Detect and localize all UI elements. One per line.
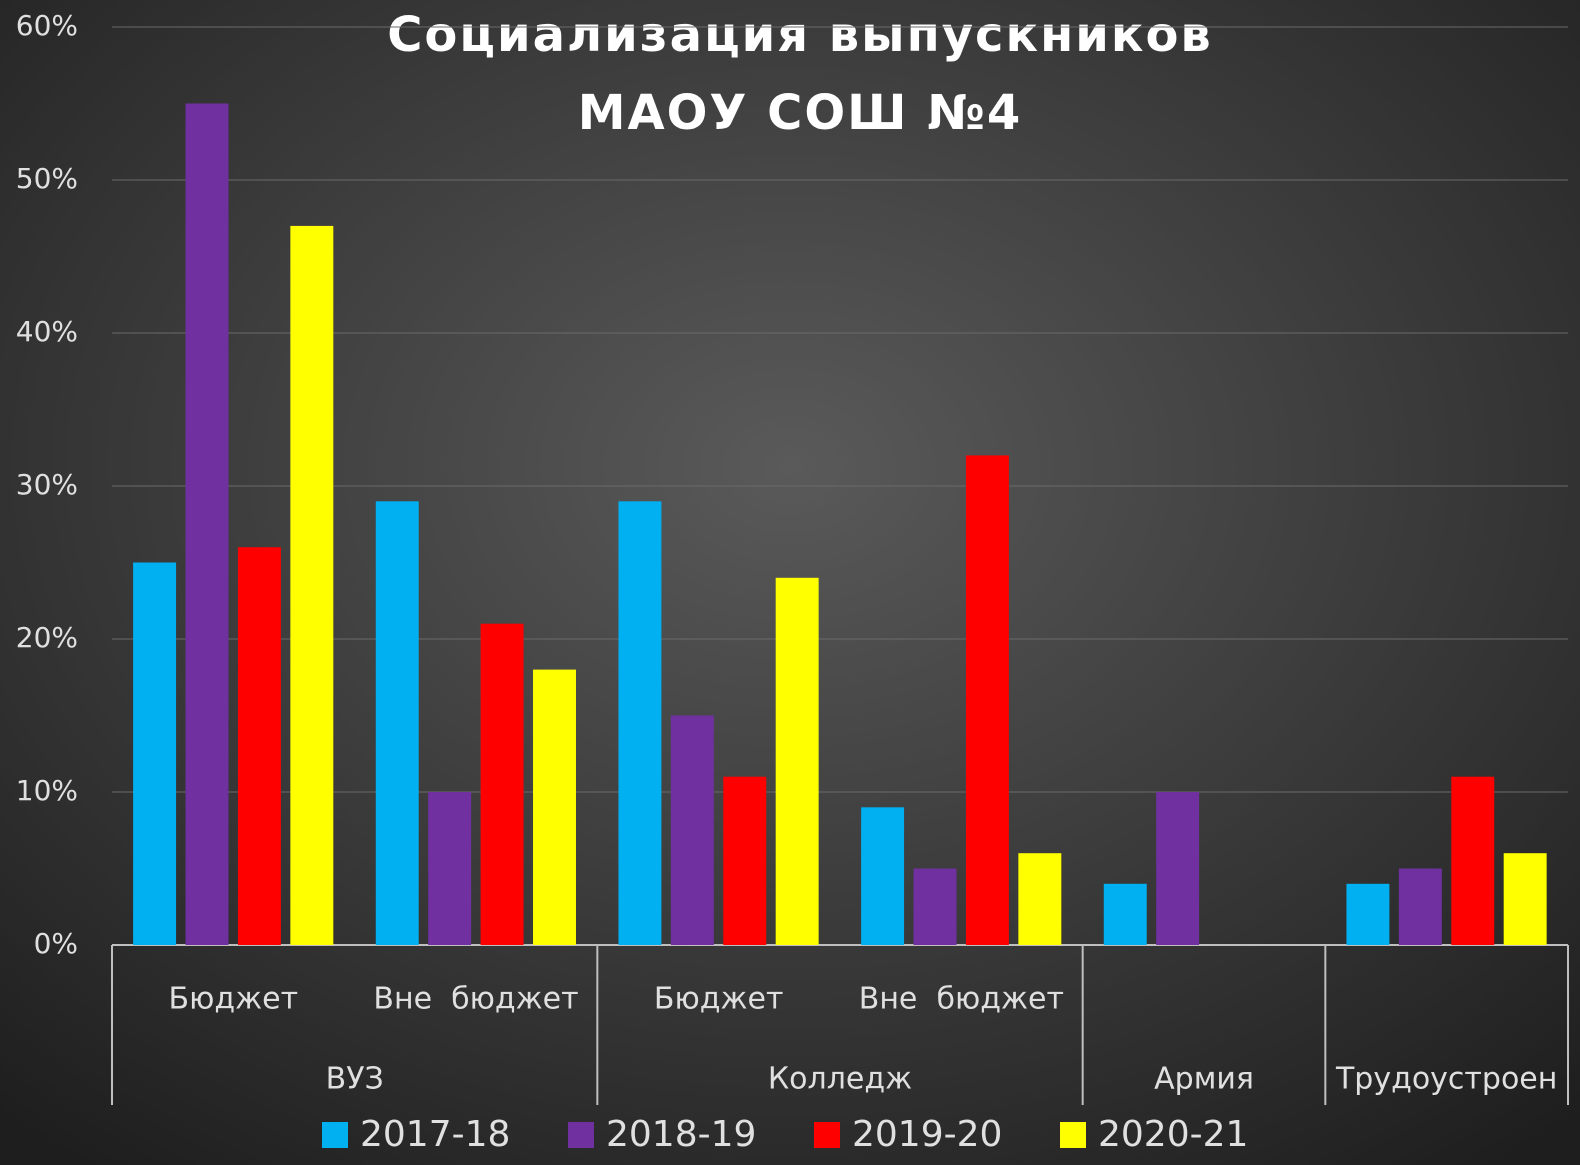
chart-title: МАОУ СОШ №4 [578, 85, 1023, 141]
y-tick-label: 60% [16, 9, 78, 42]
bar [428, 792, 472, 945]
legend-label: 2020-21 [1098, 1114, 1248, 1155]
bar [670, 715, 714, 945]
legend-swatch [1060, 1122, 1086, 1148]
x-tick-label: Вне бюджет [373, 982, 578, 1017]
group-label: ВУЗ [326, 1062, 384, 1097]
chart-title: Социализация выпускников [387, 7, 1213, 63]
bar [1451, 776, 1495, 945]
legend-swatch [568, 1122, 594, 1148]
legend-label: 2019-20 [852, 1114, 1002, 1155]
x-tick-label: Вне бюджет [859, 982, 1064, 1017]
x-tick-label: Бюджет [654, 982, 784, 1017]
legend-swatch [814, 1122, 840, 1148]
bar [375, 501, 419, 945]
bar [965, 455, 1009, 945]
y-tick-label: 50% [16, 162, 78, 195]
bar [618, 501, 662, 945]
y-tick-label: 20% [16, 621, 78, 654]
legend-swatch [322, 1122, 348, 1148]
bar [913, 868, 957, 945]
bar [1503, 853, 1547, 945]
group-label: Трудоустроен [1335, 1062, 1557, 1097]
y-tick-label: 10% [16, 774, 78, 807]
bar [1346, 883, 1390, 945]
bar [723, 776, 767, 945]
bar [290, 225, 334, 945]
legend-label: 2017-18 [360, 1114, 510, 1155]
bar [1398, 868, 1442, 945]
bar [1156, 792, 1200, 945]
x-tick-label: Бюджет [169, 982, 299, 1017]
bar [185, 103, 229, 945]
y-tick-label: 30% [16, 468, 78, 501]
bar [533, 669, 576, 945]
bar [1103, 883, 1147, 945]
y-tick-label: 0% [34, 927, 78, 960]
bar [775, 577, 819, 945]
group-label: Колледж [768, 1062, 912, 1097]
bar [237, 547, 281, 945]
bar [861, 807, 905, 945]
y-tick-label: 40% [16, 315, 78, 348]
bar [133, 562, 177, 945]
legend-label: 2018-19 [606, 1114, 756, 1155]
bar [480, 623, 524, 945]
group-label: Армия [1154, 1062, 1254, 1097]
bar [1018, 853, 1062, 945]
